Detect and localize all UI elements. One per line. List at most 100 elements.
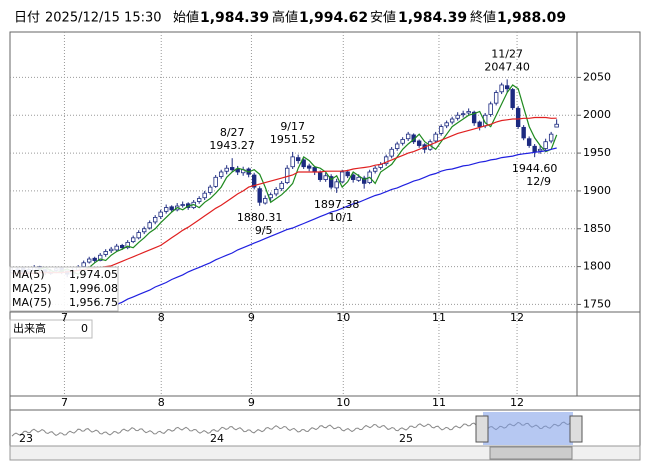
candle-body [163, 207, 169, 212]
candle-body [356, 176, 361, 181]
candle-body [306, 165, 312, 169]
annotation-date: 9/5 [255, 224, 273, 237]
candle-body [213, 176, 218, 187]
candle-body [224, 167, 229, 172]
x-tick-label: 12 [510, 311, 524, 324]
candle-body [372, 167, 378, 172]
candle-body [158, 211, 163, 218]
candle-body [334, 181, 339, 189]
candle-body [400, 139, 405, 144]
legend-value: 1,956.75 [69, 296, 118, 309]
annotation-price: 1944.60 [512, 162, 558, 175]
candle-body [257, 188, 262, 203]
x-tick-label: 9 [248, 311, 255, 324]
candle-body [383, 156, 389, 165]
candle-body [196, 198, 202, 202]
x-tick-label: 7 [61, 311, 68, 324]
header-label: 安値 [370, 10, 396, 26]
legend-value: 1,996.08 [69, 282, 118, 295]
annotation-price: 1951.52 [270, 133, 316, 146]
annotation-date: 10/1 [328, 211, 353, 224]
header-value: 2025/12/15 15:30 [45, 11, 162, 26]
candle-body [279, 182, 284, 190]
legend-value: 1,974.05 [69, 268, 118, 281]
candle-body [521, 126, 526, 139]
candle-body [251, 174, 257, 188]
navigator-handle[interactable] [569, 415, 583, 443]
volume-value: 0 [81, 322, 88, 335]
header-label: 日付 [14, 11, 40, 26]
candle-body [466, 111, 471, 114]
candle-body [218, 171, 224, 177]
candle-body [81, 262, 86, 267]
x-tick-label: 10 [336, 311, 350, 324]
candle-body [103, 251, 108, 255]
annotation-date: 12/9 [526, 175, 551, 188]
annotation-price: 1897.38 [314, 198, 360, 211]
scrollbar[interactable] [9, 445, 641, 461]
annotation-price: 2047.40 [484, 60, 530, 73]
header-value: 1,994.62 [299, 10, 368, 26]
ma-line [33, 84, 558, 275]
x-tick-label: 11 [432, 396, 446, 409]
candle-body [433, 133, 438, 142]
annotation-date: 8/27 [220, 126, 245, 139]
annotation-price: 1880.31 [237, 211, 283, 224]
candle-body [389, 148, 394, 157]
candle-body [108, 248, 114, 252]
candle-body [350, 174, 356, 180]
candle-body [499, 84, 504, 93]
candle-body [147, 222, 152, 229]
navigator-handle[interactable] [475, 415, 489, 443]
candle-body [284, 167, 290, 183]
candle-body [449, 118, 455, 123]
candle-body [394, 143, 400, 149]
candle-body [130, 237, 136, 243]
candle-body [295, 157, 301, 162]
scroll-thumb[interactable] [489, 446, 573, 460]
candle-body [493, 92, 499, 104]
candle-body [202, 192, 207, 199]
candle-body [180, 204, 185, 206]
candle-body [169, 206, 174, 211]
candle-body [301, 159, 306, 168]
candle-body [477, 121, 482, 127]
x-tick-label: 11 [432, 311, 446, 324]
candle-body [262, 198, 268, 204]
candle-body [504, 85, 510, 90]
y-tick-label: 1900 [583, 184, 611, 197]
candle-body [416, 140, 422, 146]
candle-body [510, 89, 515, 109]
legend-name: MA(5) [12, 268, 45, 281]
candle-body [86, 258, 92, 263]
candle-body [317, 172, 323, 180]
x-tick-label: 7 [61, 396, 68, 409]
y-tick-label: 1950 [583, 146, 611, 159]
navigator-label: 25 [399, 432, 413, 445]
navigator-label: 24 [210, 432, 224, 445]
legend-box [9, 266, 119, 312]
candle-body [290, 156, 295, 168]
x-tick-label: 8 [158, 396, 165, 409]
candle-body [543, 141, 548, 149]
candle-body [537, 148, 543, 152]
candle-body [136, 232, 141, 239]
candle-body [554, 123, 559, 128]
y-tick-label: 2050 [583, 70, 611, 83]
candle-body [235, 168, 240, 173]
candle-body [328, 176, 334, 188]
candle-body [97, 254, 103, 261]
candle-body [361, 177, 367, 184]
candle-body [405, 133, 411, 140]
header-value: 1,984.39 [398, 10, 467, 26]
navigator-window[interactable] [483, 412, 573, 445]
navigator-label: 23 [19, 432, 33, 445]
candle-body [515, 108, 521, 127]
candle-body [141, 228, 147, 233]
y-tick-label: 1850 [583, 222, 611, 235]
candle-body [455, 114, 460, 119]
annotation-price: 1943.27 [209, 139, 255, 152]
annotation-date: 11/27 [491, 47, 523, 60]
